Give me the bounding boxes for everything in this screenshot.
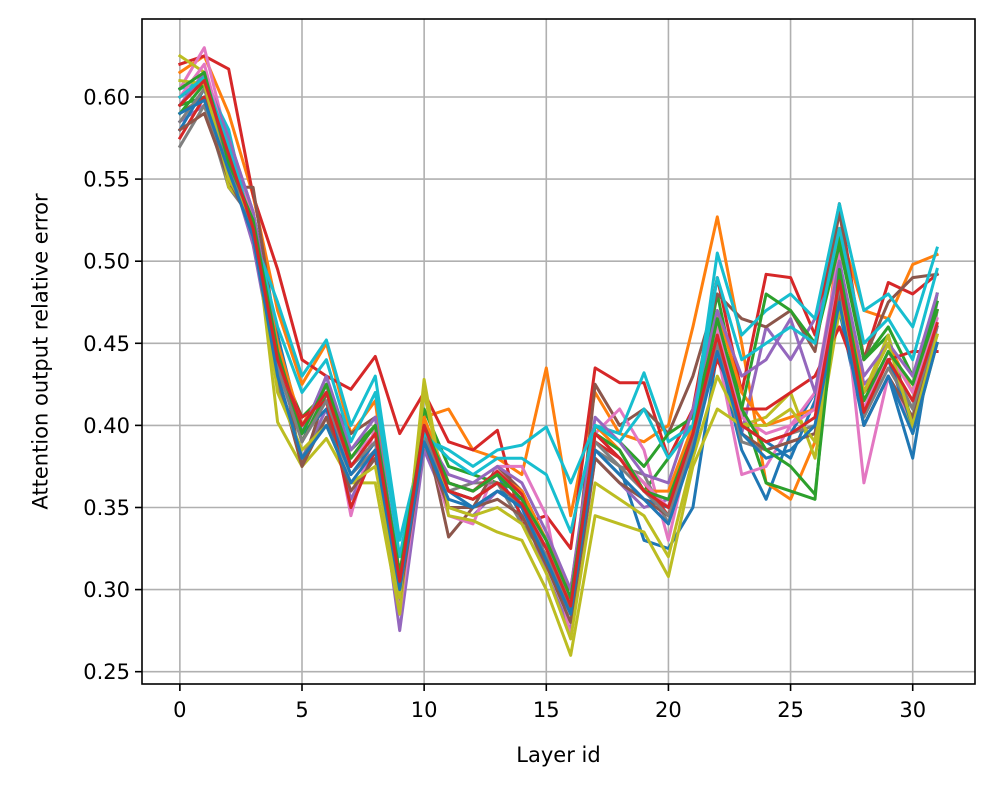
y-tick-label: 0.40 xyxy=(83,414,130,438)
y-tick-label: 0.25 xyxy=(83,660,130,684)
axis-ticks: 0 5 10 15 20 25 30 0.25 0.30 0.35 0.40 0.45 0.50 0.55… xyxy=(83,85,926,722)
x-tick-label: 30 xyxy=(899,698,926,722)
series-line-22 xyxy=(177,70,939,600)
series-line-19 xyxy=(178,78,939,641)
x-tick-label: 10 xyxy=(411,698,438,722)
series-line-20 xyxy=(177,75,939,559)
y-tick-label: 0.30 xyxy=(83,578,130,602)
x-tick-label: 25 xyxy=(777,698,804,722)
y-tick-label: 0.50 xyxy=(83,250,130,274)
y-tick-label: 0.55 xyxy=(83,168,130,192)
y-tick-label: 0.35 xyxy=(83,496,130,520)
series-line-18 xyxy=(177,87,939,608)
series-line-23 xyxy=(177,79,939,608)
x-tick-label: 20 xyxy=(655,698,682,722)
series-line-21 xyxy=(177,98,939,616)
y-axis-label: Attention output relative error xyxy=(28,193,52,510)
grid-lines xyxy=(142,19,975,684)
series-line-10 xyxy=(178,79,939,542)
x-tick-label: 0 xyxy=(173,698,186,722)
x-axis-label: Layer id xyxy=(516,743,600,767)
y-tick-label: 0.45 xyxy=(83,332,130,356)
series-lines xyxy=(177,46,940,657)
series-line-9 xyxy=(177,53,939,657)
y-tick-label: 0.60 xyxy=(83,85,130,109)
x-tick-label: 5 xyxy=(295,698,308,722)
x-tick-label: 15 xyxy=(533,698,560,722)
plot-frame xyxy=(141,18,976,685)
